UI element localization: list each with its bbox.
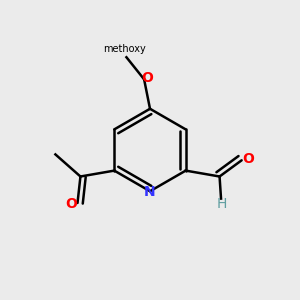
Text: N: N [144, 185, 156, 199]
Text: O: O [242, 152, 254, 166]
Text: O: O [141, 71, 153, 85]
Text: methoxy: methoxy [103, 44, 146, 54]
Text: H: H [216, 197, 227, 211]
Text: O: O [65, 197, 77, 212]
